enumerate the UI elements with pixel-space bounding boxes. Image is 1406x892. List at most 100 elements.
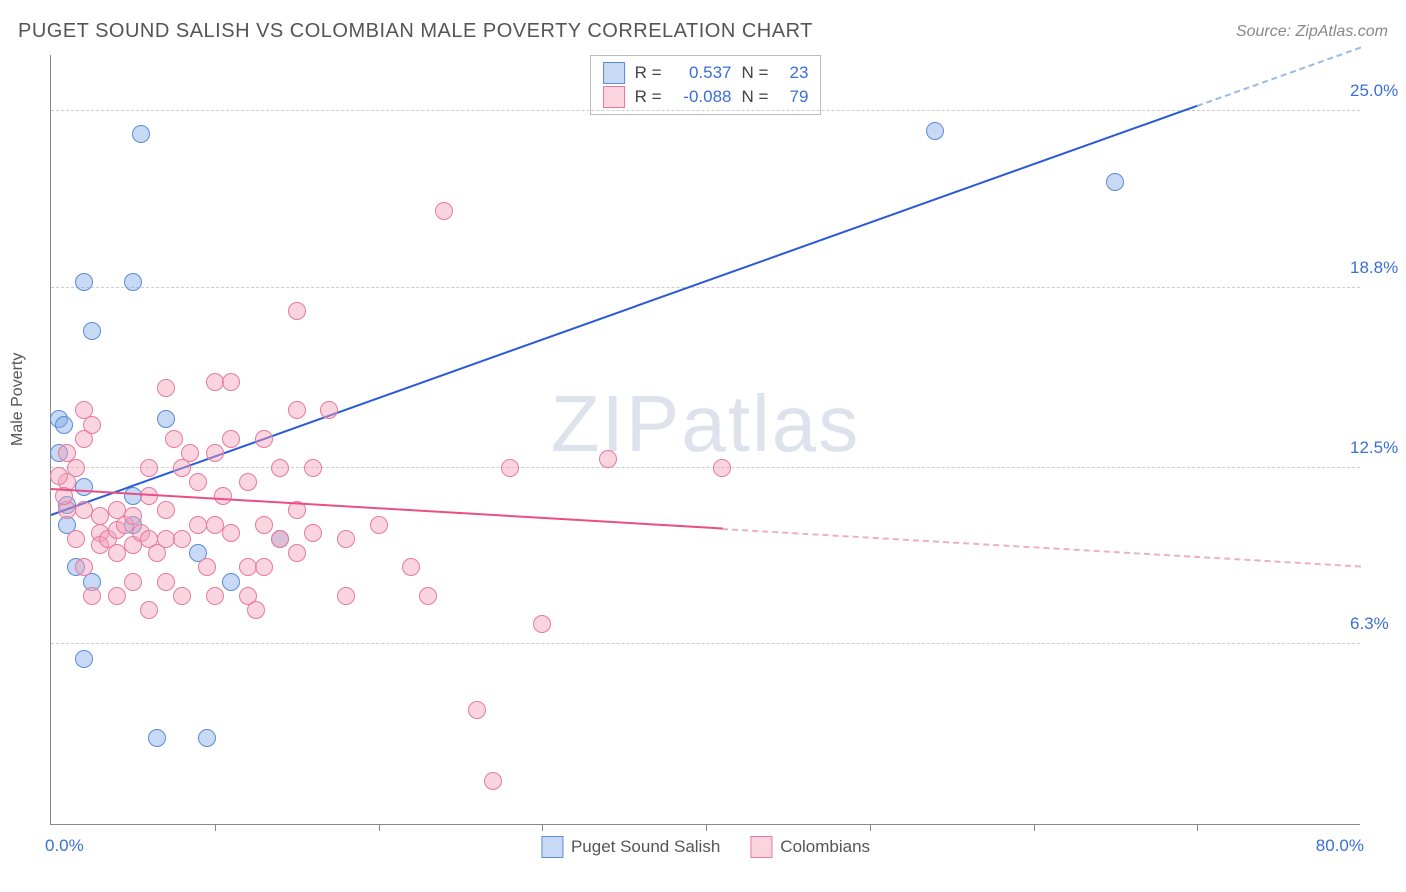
data-point [926,122,944,140]
data-point [157,379,175,397]
data-point [124,487,142,505]
source-label: Source: ZipAtlas.com [1236,23,1388,41]
data-point [419,587,437,605]
legend-row-2: R = -0.088 N = 79 [603,86,809,108]
data-point [337,530,355,548]
y-axis-label: Male Poverty [9,353,27,446]
data-point [222,373,240,391]
data-point [148,729,166,747]
series-legend: Puget Sound Salish Colombians [541,836,870,858]
data-point [304,524,322,542]
x-tick [706,824,707,831]
n-value-1: 23 [778,63,808,83]
data-point [75,650,93,668]
title-row: PUGET SOUND SALISH VS COLOMBIAN MALE POV… [18,20,1388,43]
data-point [55,416,73,434]
data-point [108,544,126,562]
trend-line-dashed [1197,46,1361,106]
data-point [337,587,355,605]
data-point [402,558,420,576]
legend-item-1: Puget Sound Salish [541,836,720,858]
data-point [198,729,216,747]
chart-title: PUGET SOUND SALISH VS COLOMBIAN MALE POV… [18,20,813,43]
swatch-series-2 [603,86,625,108]
data-point [484,772,502,790]
data-point [239,473,257,491]
data-point [255,430,273,448]
y-tick-label: 25.0% [1350,81,1398,101]
data-point [1106,173,1124,191]
r-label: R = [635,63,662,83]
gridline [51,287,1360,288]
data-point [206,444,224,462]
x-tick [870,824,871,831]
data-point [75,478,93,496]
x-max-label: 80.0% [1316,836,1364,856]
n-value-2: 79 [778,87,808,107]
trend-line-dashed [722,528,1361,568]
x-tick [215,824,216,831]
legend-item-2: Colombians [750,836,870,858]
data-point [124,507,142,525]
data-point [181,444,199,462]
swatch-icon [750,836,772,858]
data-point [222,430,240,448]
series-1-name: Puget Sound Salish [571,837,720,857]
data-point [304,459,322,477]
data-point [222,573,240,591]
data-point [214,487,232,505]
data-point [271,459,289,477]
x-min-label: 0.0% [45,836,84,856]
data-point [198,558,216,576]
data-point [247,601,265,619]
data-point [206,373,224,391]
data-point [288,302,306,320]
y-tick-label: 18.8% [1350,258,1398,278]
data-point [206,516,224,534]
n-label: N = [742,63,769,83]
x-tick [379,824,380,831]
gridline [51,643,1360,644]
swatch-icon [541,836,563,858]
data-point [108,587,126,605]
data-point [132,125,150,143]
data-point [713,459,731,477]
data-point [83,416,101,434]
data-point [50,467,68,485]
data-point [91,507,109,525]
data-point [206,587,224,605]
data-point [157,530,175,548]
chart-container: PUGET SOUND SALISH VS COLOMBIAN MALE POV… [0,0,1406,892]
watermark: ZIPatlas [551,378,860,470]
x-tick [542,824,543,831]
data-point [173,587,191,605]
r-value-2: -0.088 [672,87,732,107]
data-point [124,573,142,591]
data-point [75,501,93,519]
swatch-series-1 [603,62,625,84]
data-point [83,322,101,340]
data-point [157,573,175,591]
legend-row-1: R = 0.537 N = 23 [603,62,809,84]
x-tick [1034,824,1035,831]
correlation-legend: R = 0.537 N = 23 R = -0.088 N = 79 [590,55,822,115]
y-tick-label: 6.3% [1350,614,1389,634]
r-label: R = [635,87,662,107]
data-point [501,459,519,477]
data-point [67,530,85,548]
gridline [51,110,1360,111]
watermark-atlas: atlas [681,379,860,468]
data-point [157,501,175,519]
y-tick-label: 12.5% [1350,438,1398,458]
data-point [288,544,306,562]
data-point [255,558,273,576]
data-point [75,273,93,291]
data-point [140,459,158,477]
data-point [189,473,207,491]
data-point [173,530,191,548]
data-point [271,530,289,548]
gridline [51,467,1360,468]
data-point [370,516,388,534]
data-point [75,558,93,576]
data-point [124,273,142,291]
